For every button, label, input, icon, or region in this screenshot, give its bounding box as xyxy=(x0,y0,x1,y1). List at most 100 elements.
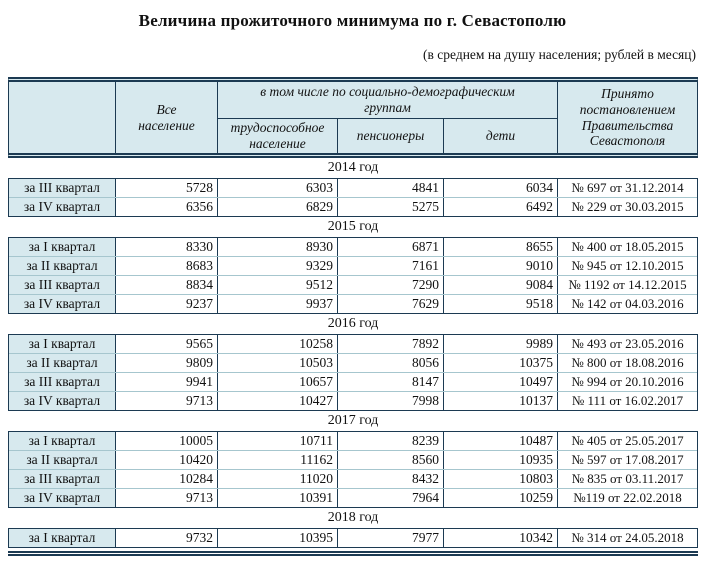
all-population-value: 6356 xyxy=(116,198,218,216)
quarter-cell: за IV квартал xyxy=(9,198,116,216)
pensioners-value: 7892 xyxy=(338,335,444,353)
decree-cell: № 945 от 12.10.2015 xyxy=(571,258,684,273)
working-population-value: 10503 xyxy=(218,354,338,372)
children-value: 10487 xyxy=(444,432,558,450)
pensioners-value: 8239 xyxy=(338,432,444,450)
table-body: 2014 год за III квартал 5728 6303 4841 6034 № … xyxy=(8,158,698,548)
pensioners-value: 8056 xyxy=(338,354,444,372)
working-population-value: 9329 xyxy=(218,257,338,275)
pensioners-value: 7629 xyxy=(338,295,444,313)
children-value: 9518 xyxy=(444,295,558,313)
quarter-cell: за III квартал xyxy=(9,470,116,488)
decree-cell: №119 от 22.02.2018 xyxy=(573,490,682,505)
table-row: за IV квартал 9237 9937 7629 9518 № 142 от 04… xyxy=(9,294,697,313)
table-row: за III квартал 9941 10657 8147 10497 № 994 от… xyxy=(9,372,697,391)
all-population-value: 8683 xyxy=(116,257,218,275)
header-socio-demographic-groups: в том числе по социально-демографическим… xyxy=(218,82,558,119)
quarter-cell: за III квартал xyxy=(9,276,116,294)
year-band: 2018 год xyxy=(8,508,698,528)
all-population-value: 9237 xyxy=(116,295,218,313)
units-note: (в среднем на душу населения; рублей в м… xyxy=(423,47,696,62)
working-population-value: 8930 xyxy=(218,238,338,256)
decree-cell: № 405 от 25.05.2017 xyxy=(571,433,684,448)
working-population-value: 10427 xyxy=(218,392,338,410)
pensioners-value: 6871 xyxy=(338,238,444,256)
table-row: за I квартал 9565 10258 7892 9989 № 493 от 23… xyxy=(9,335,697,353)
year-band: 2014 год xyxy=(8,158,698,178)
subsistence-minimum-table: Все население в том числе по социально-д… xyxy=(8,77,698,556)
all-population-value: 8330 xyxy=(116,238,218,256)
quarter-cell: за IV квартал xyxy=(9,392,116,410)
year-block: за I квартал 10005 10711 8239 10487 № 405 от … xyxy=(8,431,698,508)
quarter-cell: за III квартал xyxy=(9,179,116,197)
page-title: Величина прожиточного минимума по г. Сев… xyxy=(138,11,567,30)
decree-cell: № 1192 от 14.12.2015 xyxy=(568,277,687,292)
year-block: за I квартал 9732 10395 7977 10342 № 314 от 2… xyxy=(8,528,698,548)
working-population-value: 10657 xyxy=(218,373,338,391)
children-value: 10375 xyxy=(444,354,558,372)
all-population-value: 9732 xyxy=(116,529,218,547)
all-population-value: 9941 xyxy=(116,373,218,391)
year-band: 2017 год xyxy=(8,411,698,431)
quarter-cell: за I квартал xyxy=(9,335,116,353)
working-population-value: 10395 xyxy=(218,529,338,547)
pensioners-value: 7998 xyxy=(338,392,444,410)
working-population-value: 10711 xyxy=(218,432,338,450)
quarter-cell: за I квартал xyxy=(9,529,116,547)
children-value: 6034 xyxy=(444,179,558,197)
header-empty-cell xyxy=(9,82,116,153)
decree-cell: № 493 от 23.05.2016 xyxy=(571,336,684,351)
working-population-value: 6303 xyxy=(218,179,338,197)
quarter-cell: за II квартал xyxy=(9,354,116,372)
table-row: за III квартал 8834 9512 7290 9084 № 1192 от … xyxy=(9,275,697,294)
children-value: 9010 xyxy=(444,257,558,275)
table-row: за I квартал 8330 8930 6871 8655 № 400 от 18.… xyxy=(9,238,697,256)
quarter-cell: за I квартал xyxy=(9,432,116,450)
header-decree: Принято постановлением Правительства Сев… xyxy=(579,86,676,149)
all-population-value: 9713 xyxy=(116,392,218,410)
year-band: 2015 год xyxy=(8,217,698,237)
table-row: за III квартал 5728 6303 4841 6034 № 697 от 3… xyxy=(9,179,697,197)
table-row: за II квартал 8683 9329 7161 9010 № 945 от 12… xyxy=(9,256,697,275)
decree-cell: № 800 от 18.08.2016 xyxy=(571,355,684,370)
table-row: за I квартал 10005 10711 8239 10487 № 405 от … xyxy=(9,432,697,450)
all-population-value: 10005 xyxy=(116,432,218,450)
working-population-value: 9512 xyxy=(218,276,338,294)
decree-cell: № 229 от 30.03.2015 xyxy=(571,199,684,214)
working-population-value: 6829 xyxy=(218,198,338,216)
working-population-value: 11162 xyxy=(218,451,338,469)
all-population-value: 5728 xyxy=(116,179,218,197)
table-row: за III квартал 10284 11020 8432 10803 № 835 о… xyxy=(9,469,697,488)
children-value: 6492 xyxy=(444,198,558,216)
quarter-cell: за III квартал xyxy=(9,373,116,391)
decree-cell: № 994 от 20.10.2016 xyxy=(571,374,684,389)
children-value: 10935 xyxy=(444,451,558,469)
all-population-value: 9713 xyxy=(116,489,218,507)
all-population-value: 10420 xyxy=(116,451,218,469)
decree-cell: № 597 от 17.08.2017 xyxy=(571,452,684,467)
all-population-value: 8834 xyxy=(116,276,218,294)
working-population-value: 10391 xyxy=(218,489,338,507)
working-population-value: 11020 xyxy=(218,470,338,488)
quarter-cell: за II квартал xyxy=(9,451,116,469)
pensioners-value: 8560 xyxy=(338,451,444,469)
pensioners-value: 5275 xyxy=(338,198,444,216)
year-block: за I квартал 8330 8930 6871 8655 № 400 от 18.… xyxy=(8,237,698,314)
header-all-population: Все население xyxy=(116,82,218,153)
header-working-population: трудоспособное население xyxy=(218,119,338,153)
table-row: за IV квартал 9713 10391 7964 10259 №119 от 2… xyxy=(9,488,697,507)
year-block: за III квартал 5728 6303 4841 6034 № 697 от 3… xyxy=(8,178,698,217)
decree-cell: № 400 от 18.05.2015 xyxy=(571,239,684,254)
quarter-cell: за I квартал xyxy=(9,238,116,256)
children-value: 10259 xyxy=(444,489,558,507)
header-pensioners: пенсионеры xyxy=(338,119,444,153)
pensioners-value: 4841 xyxy=(338,179,444,197)
pensioners-value: 7290 xyxy=(338,276,444,294)
decree-cell: № 314 от 24.05.2018 xyxy=(571,530,684,545)
year-block: за I квартал 9565 10258 7892 9989 № 493 от 23… xyxy=(8,334,698,411)
quarter-cell: за IV квартал xyxy=(9,295,116,313)
table-row: за II квартал 10420 11162 8560 10935 № 597 от… xyxy=(9,450,697,469)
header-children: дети xyxy=(444,119,558,153)
quarter-cell: за II квартал xyxy=(9,257,116,275)
all-population-value: 9565 xyxy=(116,335,218,353)
